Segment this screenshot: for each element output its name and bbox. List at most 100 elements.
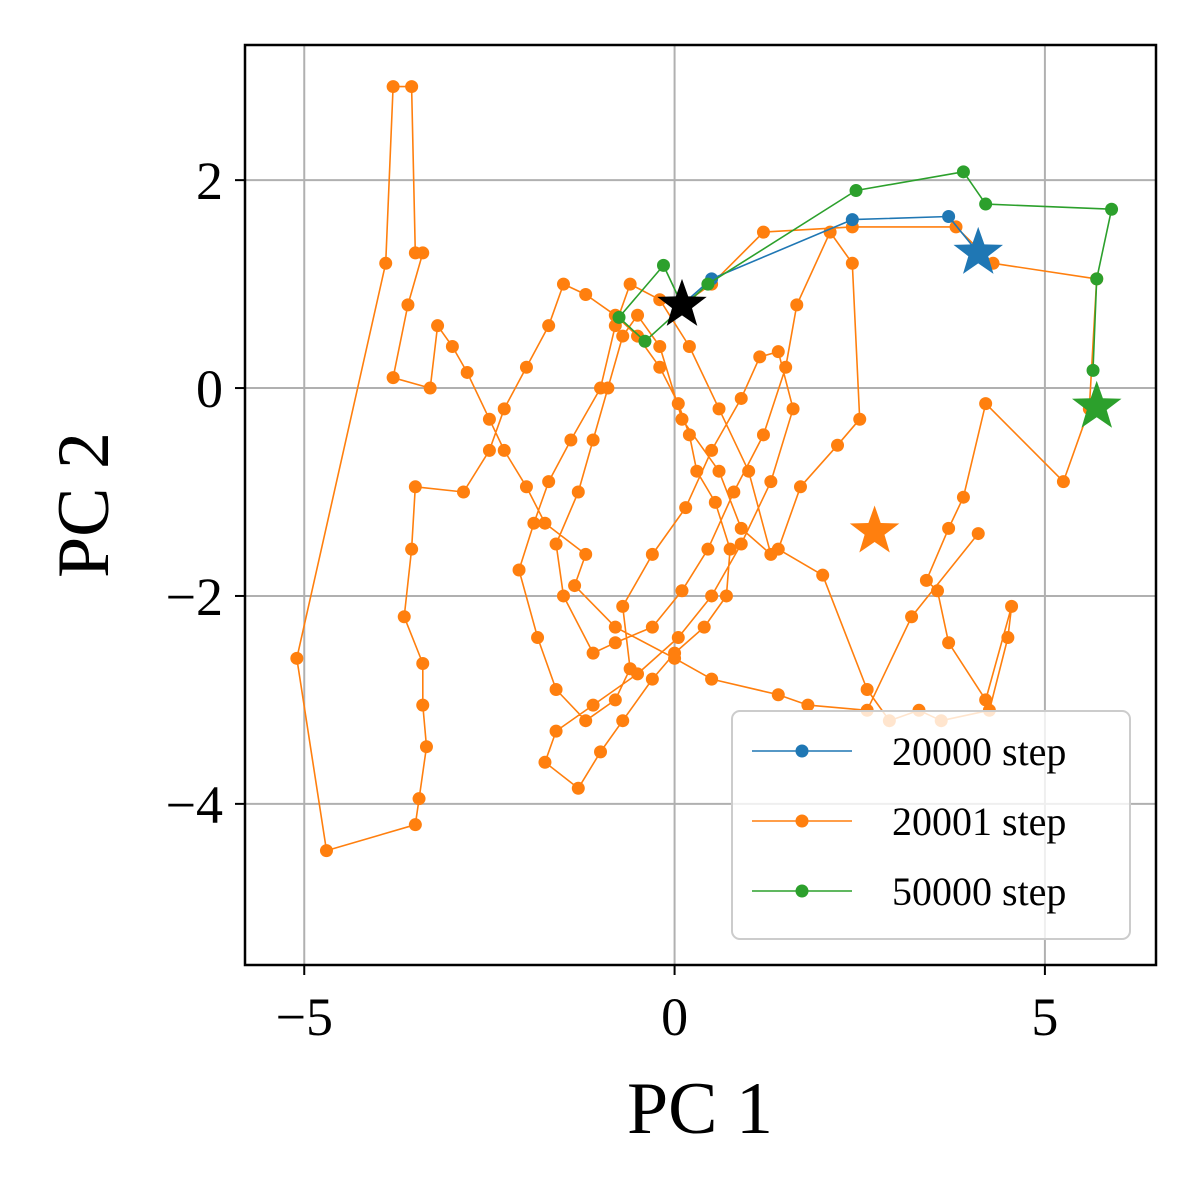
y-tick-label: 2	[196, 151, 223, 211]
data-point	[1001, 631, 1015, 645]
data-point	[416, 657, 430, 671]
data-point	[905, 610, 919, 624]
x-tick-label: −5	[276, 987, 333, 1047]
data-point	[571, 485, 585, 499]
data-point	[460, 365, 474, 379]
plot-frame	[243, 43, 1158, 967]
data-point	[723, 542, 737, 556]
data-point	[831, 438, 845, 452]
data-point	[1086, 363, 1100, 377]
data-point	[816, 568, 830, 582]
y-axis-label: PC 2	[43, 432, 125, 578]
data-point	[423, 381, 437, 395]
data-point	[719, 589, 733, 603]
data-point	[956, 490, 970, 504]
data-point	[623, 277, 637, 291]
data-point	[705, 672, 719, 686]
legend-box	[731, 710, 1131, 940]
end-star-20000-step	[953, 226, 1003, 274]
data-point	[416, 246, 430, 260]
data-point	[579, 547, 593, 561]
data-point	[512, 563, 526, 577]
data-point	[771, 688, 785, 702]
data-point	[671, 397, 685, 411]
data-point	[701, 542, 715, 556]
data-point	[412, 792, 426, 806]
end-star-50000-step	[1072, 380, 1122, 428]
data-point	[571, 781, 585, 795]
data-point	[319, 844, 333, 858]
data-point	[668, 651, 682, 665]
data-point	[764, 475, 778, 489]
data-point	[979, 693, 993, 707]
data-point	[616, 329, 630, 343]
data-point	[979, 397, 993, 411]
x-tick-label: 0	[661, 987, 688, 1047]
data-point	[801, 698, 815, 712]
data-point	[756, 428, 770, 442]
data-point	[845, 213, 859, 227]
data-point	[653, 360, 667, 374]
legend-marker-20001	[795, 814, 809, 828]
data-point	[708, 495, 722, 509]
end-markers	[657, 226, 1122, 553]
data-point	[675, 412, 689, 426]
data-point	[549, 724, 563, 738]
data-point	[845, 256, 859, 270]
data-point	[790, 298, 804, 312]
data-point	[1105, 202, 1119, 216]
data-point	[431, 319, 445, 333]
data-point	[564, 433, 578, 447]
data-point	[612, 310, 626, 324]
data-point	[675, 584, 689, 598]
data-point	[753, 350, 767, 364]
data-point	[397, 610, 411, 624]
data-point	[556, 589, 570, 603]
data-point	[379, 256, 393, 270]
data-point	[793, 480, 807, 494]
data-point	[419, 740, 433, 754]
data-point	[734, 537, 748, 551]
data-point	[942, 636, 956, 650]
data-point	[756, 225, 770, 239]
data-point	[860, 683, 874, 697]
data-point	[542, 475, 556, 489]
data-point	[568, 579, 582, 593]
data-point	[653, 293, 667, 307]
data-point	[682, 428, 696, 442]
data-point	[712, 464, 726, 478]
legend-label-50000: 50000 step	[892, 869, 1066, 914]
data-point	[586, 646, 600, 660]
data-point	[705, 443, 719, 457]
ticks: −5 0 5 −4 −2 0 2	[166, 151, 1059, 1047]
data-point	[1005, 599, 1019, 613]
data-point	[445, 339, 459, 353]
data-point	[594, 381, 608, 395]
data-point	[586, 433, 600, 447]
data-point	[645, 620, 659, 634]
data-point	[579, 714, 593, 728]
data-point	[549, 683, 563, 697]
legend-marker-50000	[795, 884, 809, 898]
data-point	[401, 298, 415, 312]
data-point	[656, 258, 670, 272]
data-point	[405, 80, 419, 94]
data-point	[616, 599, 630, 613]
data-point	[771, 345, 785, 359]
data-point	[482, 443, 496, 457]
data-point	[849, 184, 863, 198]
data-point	[542, 319, 556, 333]
data-point	[823, 225, 837, 239]
data-point	[519, 360, 533, 374]
data-point	[853, 412, 867, 426]
data-point	[638, 334, 652, 348]
data-point	[608, 620, 622, 634]
data-point	[1090, 272, 1104, 286]
data-point	[942, 210, 956, 224]
data-point	[538, 516, 552, 530]
data-point	[527, 516, 541, 530]
data-point	[519, 480, 533, 494]
data-point	[679, 501, 693, 515]
data-point	[712, 402, 726, 416]
